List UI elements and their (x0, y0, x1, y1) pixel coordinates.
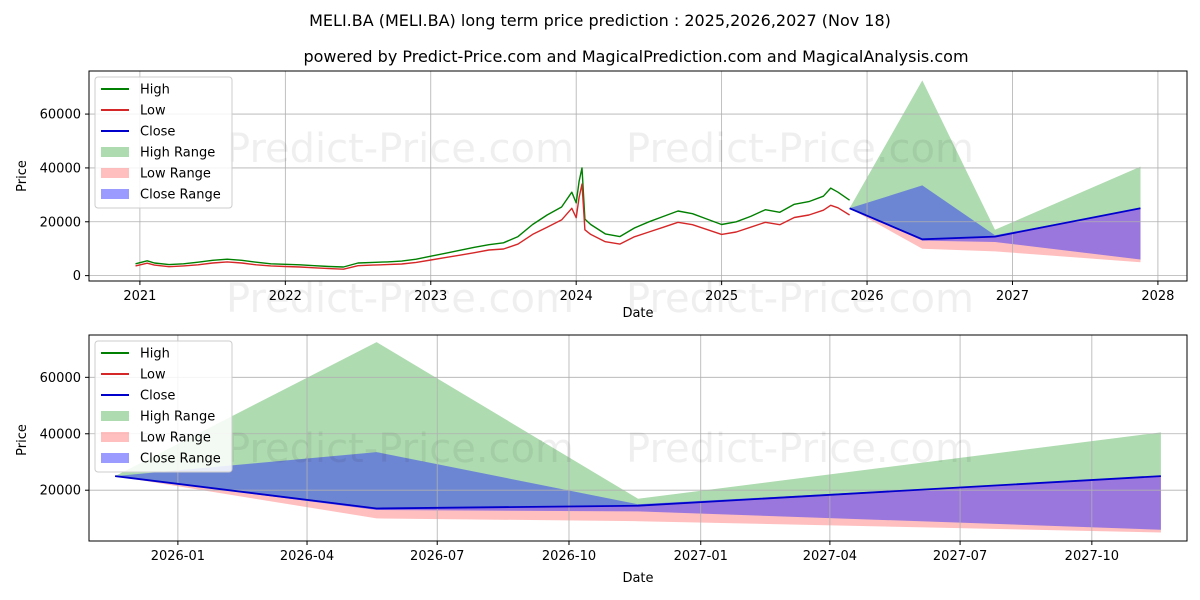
top-legend-label: Close (140, 125, 175, 140)
chart-title: MELI.BA (MELI.BA) long term price predic… (309, 11, 891, 30)
bottom-x-tick-label: 2027-01 (674, 549, 728, 564)
top-panel-ticks: 2021 2022 2023 2024 2025 2026 2027 2028 0 20000 40… (40, 108, 1175, 304)
top-high-line (135, 167, 850, 268)
bottom-panel-grid (89, 335, 1187, 541)
top-x-tick-label: 2021 (123, 289, 156, 304)
top-legend-swatch (101, 147, 129, 157)
top-panel: Predict-Price.com Predict-Price.com Pred… (15, 70, 1188, 322)
top-x-tick-label: 2027 (996, 289, 1029, 304)
top-y-tick-label: 0 (73, 269, 81, 284)
bottom-legend-box (94, 340, 233, 473)
watermark-text: Predict-Price.com (226, 276, 574, 322)
top-y-tick-label: 20000 (40, 215, 81, 230)
top-x-tick-label: 2026 (851, 289, 884, 304)
top-x-tick-label: 2024 (560, 289, 593, 304)
top-panel-series (135, 167, 1141, 270)
top-legend-swatch (101, 168, 129, 178)
watermark-text: Predict-Price.com (226, 126, 574, 172)
bottom-legend-label: High Range (140, 410, 215, 425)
bottom-low-range-area (115, 476, 1161, 533)
top-panel-frame (88, 70, 1188, 282)
watermark-text: Predict-Price.com (626, 126, 974, 172)
bottom-legend-swatch (101, 411, 129, 421)
bottom-close-range-area (115, 452, 1161, 530)
top-legend: High Low Close High Range Low Range Close Ran… (94, 76, 233, 209)
bottom-x-tick-label: 2027-04 (803, 549, 857, 564)
bottom-legend-label: Low (140, 368, 166, 383)
top-legend-label: High Range (140, 146, 215, 161)
bottom-x-tick-label: 2026-10 (542, 549, 596, 564)
top-high-range-area (849, 80, 1141, 240)
chart-subtitle: powered by Predict-Price.com and Magical… (303, 47, 968, 66)
watermark-text: Predict-Price.com (626, 426, 974, 472)
top-x-axis-label: Date (622, 306, 653, 321)
top-legend-label: High (140, 83, 170, 98)
top-legend-box (94, 76, 233, 209)
bottom-panel-ranges (115, 342, 1161, 533)
top-x-tick-label: 2023 (414, 289, 447, 304)
bottom-x-tick-label: 2026-01 (151, 549, 205, 564)
bottom-y-tick-label: 20000 (40, 484, 81, 499)
bottom-legend-label: Low Range (140, 431, 211, 446)
bottom-legend-label: High (140, 347, 170, 362)
bottom-high-range-area (115, 342, 1161, 509)
top-panel-ranges (849, 80, 1141, 263)
bottom-panel-series (114, 475, 1161, 510)
bottom-y-tick-label: 40000 (40, 427, 81, 442)
top-y-tick-label: 60000 (40, 108, 81, 123)
bottom-panel-frame (88, 334, 1188, 542)
top-close-line (849, 207, 1141, 241)
top-legend-label: Low (140, 104, 166, 119)
bottom-x-tick-label: 2026-04 (280, 549, 334, 564)
bottom-legend-swatch (101, 453, 129, 463)
top-x-tick-label: 2028 (1141, 289, 1174, 304)
watermark-text: Predict-Price.com (226, 426, 574, 472)
bottom-y-tick-label: 60000 (40, 371, 81, 386)
top-x-tick-label: 2022 (269, 289, 302, 304)
bottom-x-tick-label: 2026-07 (410, 549, 464, 564)
bottom-legend-label: Close (140, 389, 175, 404)
bottom-x-tick-label: 2027-07 (933, 549, 987, 564)
watermark-text: Predict-Price.com (626, 276, 974, 322)
top-x-tick-label: 2025 (705, 289, 738, 304)
top-low-range-area (849, 208, 1141, 263)
top-low-line (135, 183, 850, 270)
bottom-panel: Predict-Price.com Predict-Price.com 2026… (15, 334, 1188, 586)
bottom-y-axis-label: Price (15, 424, 30, 456)
top-y-axis-label: Price (15, 160, 30, 192)
bottom-close-line (114, 475, 1161, 510)
bottom-legend: High Low Close High Range Low Range Close Ran… (94, 340, 233, 473)
top-legend-swatch (101, 189, 129, 199)
bottom-legend-label: Close Range (140, 452, 221, 467)
top-close-range-area (849, 185, 1141, 260)
top-y-tick-label: 40000 (40, 161, 81, 176)
bottom-legend-swatch (101, 432, 129, 442)
bottom-panel-ticks: 2026-01 2026-04 2026-07 2026-10 2027-01 2027-… (40, 371, 1119, 564)
top-legend-label: Close Range (140, 188, 221, 203)
bottom-x-axis-label: Date (622, 571, 653, 586)
bottom-x-tick-label: 2027-10 (1065, 549, 1119, 564)
top-legend-label: Low Range (140, 167, 211, 182)
